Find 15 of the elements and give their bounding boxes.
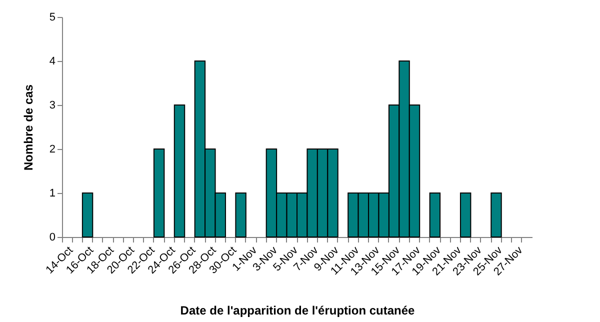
bar: [235, 192, 246, 238]
y-tick-label: 0: [49, 232, 56, 244]
x-axis-title: Date de l'apparition de l'éruption cutanée: [180, 303, 416, 318]
y-tick-label: 3: [49, 100, 56, 112]
bar: [174, 104, 186, 238]
bar: [153, 148, 165, 238]
bar: [82, 192, 94, 238]
bar: [460, 192, 472, 238]
y-tick-label: 5: [49, 12, 56, 24]
y-tick-label: 2: [49, 144, 56, 156]
y-tick-label: 4: [49, 56, 56, 68]
y-tick-label: 1: [49, 188, 56, 200]
bar: [490, 192, 502, 238]
y-axis-title: Nombre de cas: [21, 84, 36, 171]
bar: [429, 192, 441, 238]
